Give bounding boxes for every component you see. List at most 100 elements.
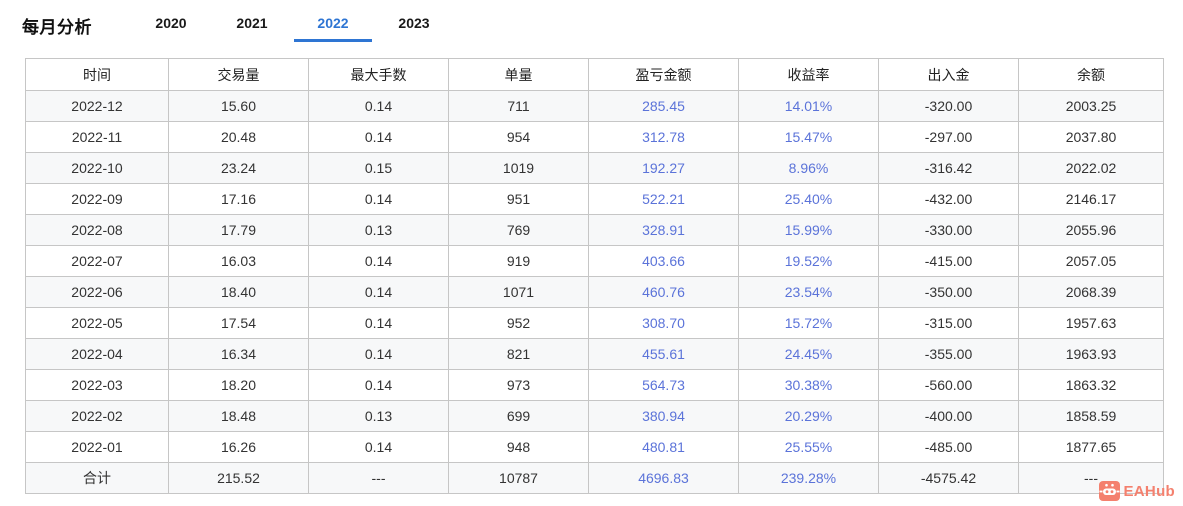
column-header: 单量 xyxy=(448,58,589,91)
table-cell: 2022-07 xyxy=(25,245,169,277)
table-cell: 1877.65 xyxy=(1018,431,1164,463)
table-cell: 973 xyxy=(448,369,589,401)
tab-2022[interactable]: 2022 xyxy=(294,10,372,42)
table-cell: 0.13 xyxy=(308,214,449,246)
table-cell: 18.48 xyxy=(168,400,309,432)
table-cell: 17.79 xyxy=(168,214,309,246)
table-row: 2022-04 16.34 0.14 821 455.61 24.45% -355.00 19… xyxy=(25,338,1164,370)
table-row: 2022-05 17.54 0.14 952 308.70 15.72% -315.00 19… xyxy=(25,307,1164,339)
column-header: 时间 xyxy=(25,58,169,91)
table-cell: 16.34 xyxy=(168,338,309,370)
table-cell: 0.14 xyxy=(308,307,449,339)
monthly-table: 时间 交易量 最大手数 单量 盈亏金额 收益率 出入金 余额 2022-12 15.60 0.14… xyxy=(25,58,1164,494)
table-cell: 821 xyxy=(448,338,589,370)
watermark-label: EAHub xyxy=(1123,482,1175,500)
table-cell: 699 xyxy=(448,400,589,432)
table-cell: 522.21 xyxy=(588,183,739,215)
table-cell: 0.14 xyxy=(308,183,449,215)
table-cell: -350.00 xyxy=(878,276,1019,308)
table-cell: -320.00 xyxy=(878,90,1019,122)
table-cell: 17.16 xyxy=(168,183,309,215)
table-cell: 23.24 xyxy=(168,152,309,184)
table-cell: 0.15 xyxy=(308,152,449,184)
table-cell: 18.20 xyxy=(168,369,309,401)
table-cell: 0.14 xyxy=(308,276,449,308)
tab-2020[interactable]: 2020 xyxy=(155,15,187,31)
tab-2023[interactable]: 2023 xyxy=(398,15,430,31)
column-header: 最大手数 xyxy=(308,58,449,91)
table-cell: 23.54% xyxy=(738,276,879,308)
table-cell: 192.27 xyxy=(588,152,739,184)
table-cell: 2057.05 xyxy=(1018,245,1164,277)
table-cell: 403.66 xyxy=(588,245,739,277)
table-cell: 312.78 xyxy=(588,121,739,153)
table-cell: 25.40% xyxy=(738,183,879,215)
table-cell: 308.70 xyxy=(588,307,739,339)
total-row: 合计 215.52 --- 10787 4696.83 239.28% -4575.42 --… xyxy=(25,462,1164,494)
table-row: 2022-03 18.20 0.14 973 564.73 30.38% -560.00 18… xyxy=(25,369,1164,401)
table-cell: -400.00 xyxy=(878,400,1019,432)
table-row: 2022-10 23.24 0.15 1019 192.27 8.96% -316.42 20… xyxy=(25,152,1164,184)
table-cell: 380.94 xyxy=(588,400,739,432)
table-cell: 2022-02 xyxy=(25,400,169,432)
table-cell: 954 xyxy=(448,121,589,153)
table-cell: 0.14 xyxy=(308,245,449,277)
table-cell: 328.91 xyxy=(588,214,739,246)
table-row: 2022-11 20.48 0.14 954 312.78 15.47% -297.00 20… xyxy=(25,121,1164,153)
column-header: 交易量 xyxy=(168,58,309,91)
table-cell: 564.73 xyxy=(588,369,739,401)
table-cell: 4696.83 xyxy=(588,462,739,494)
tab-2021[interactable]: 2021 xyxy=(236,15,268,31)
table-cell: 919 xyxy=(448,245,589,277)
table-cell: 1963.93 xyxy=(1018,338,1164,370)
table-cell: 2022-05 xyxy=(25,307,169,339)
table-cell: 285.45 xyxy=(588,90,739,122)
table-cell: 948 xyxy=(448,431,589,463)
table-cell: 0.14 xyxy=(308,338,449,370)
table-cell: 15.47% xyxy=(738,121,879,153)
column-header: 盈亏金额 xyxy=(588,58,739,91)
top-bar: 每月分析 2020 2021 2022 2023 xyxy=(0,0,1183,46)
header-row: 时间 交易量 最大手数 单量 盈亏金额 收益率 出入金 余额 xyxy=(25,58,1164,91)
table-cell: 15.72% xyxy=(738,307,879,339)
robot-icon xyxy=(1098,481,1120,501)
table-row: 2022-07 16.03 0.14 919 403.66 19.52% -415.00 20… xyxy=(25,245,1164,277)
table-row: 2022-12 15.60 0.14 711 285.45 14.01% -320.00 20… xyxy=(25,90,1164,122)
table-cell: 0.14 xyxy=(308,121,449,153)
table-cell: -485.00 xyxy=(878,431,1019,463)
table-body: 2022-12 15.60 0.14 711 285.45 14.01% -320.00 20… xyxy=(25,90,1164,494)
table-cell: 2022-08 xyxy=(25,214,169,246)
table-cell: 2022.02 xyxy=(1018,152,1164,184)
table-cell: 2022-01 xyxy=(25,431,169,463)
table-cell: 2146.17 xyxy=(1018,183,1164,215)
table-cell: 2037.80 xyxy=(1018,121,1164,153)
watermark: EAHub xyxy=(1098,481,1176,501)
table-cell: 455.61 xyxy=(588,338,739,370)
table-cell: --- xyxy=(1018,462,1164,494)
column-header: 出入金 xyxy=(878,58,1019,91)
table-cell: 951 xyxy=(448,183,589,215)
table-cell: 0.13 xyxy=(308,400,449,432)
table-cell: -560.00 xyxy=(878,369,1019,401)
table-cell: 10787 xyxy=(448,462,589,494)
table-row: 2022-02 18.48 0.13 699 380.94 20.29% -400.00 18… xyxy=(25,400,1164,432)
table-cell: 2055.96 xyxy=(1018,214,1164,246)
table-row: 2022-06 18.40 0.14 1071 460.76 23.54% -350.00 2… xyxy=(25,276,1164,308)
table-cell: 17.54 xyxy=(168,307,309,339)
table-cell: 20.48 xyxy=(168,121,309,153)
year-tabs: 2020 2021 2022 2023 xyxy=(132,10,456,42)
table-cell: 239.28% xyxy=(738,462,879,494)
table-cell: -355.00 xyxy=(878,338,1019,370)
table-cell: -432.00 xyxy=(878,183,1019,215)
table-row: 2022-01 16.26 0.14 948 480.81 25.55% -485.00 18… xyxy=(25,431,1164,463)
table-cell: 711 xyxy=(448,90,589,122)
table-cell: 769 xyxy=(448,214,589,246)
table-cell: 1863.32 xyxy=(1018,369,1164,401)
table-cell: 2022-04 xyxy=(25,338,169,370)
table-cell: 19.52% xyxy=(738,245,879,277)
table-cell: -297.00 xyxy=(878,121,1019,153)
table-cell: 215.52 xyxy=(168,462,309,494)
page-title: 每月分析 xyxy=(22,18,92,37)
table-cell: 2068.39 xyxy=(1018,276,1164,308)
table-cell: -4575.42 xyxy=(878,462,1019,494)
